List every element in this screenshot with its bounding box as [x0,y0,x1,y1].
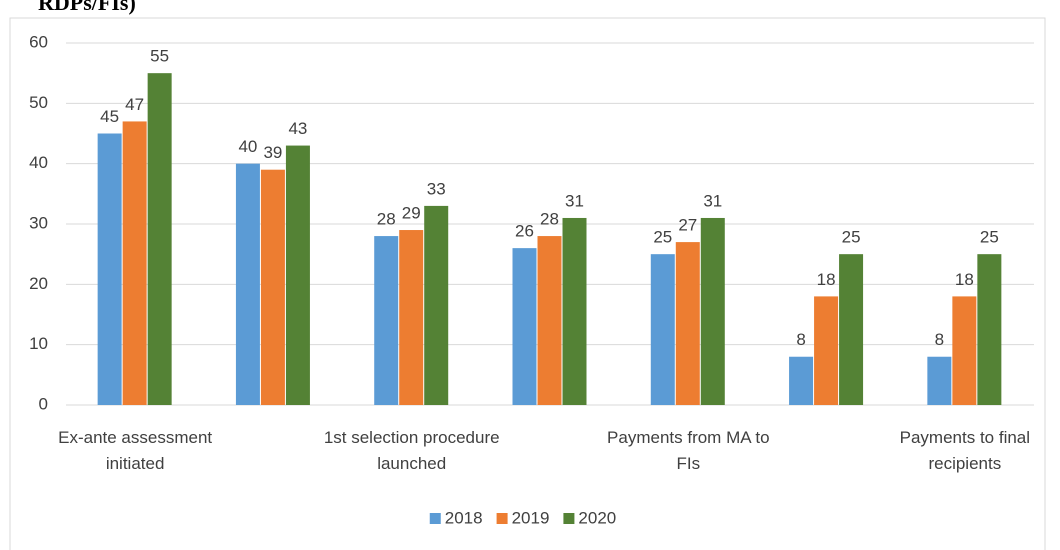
bar [374,236,399,405]
bar [839,254,864,405]
value-label: 29 [402,204,421,223]
chart-title: RDPs/FIs) [38,0,136,15]
y-tick-label: 20 [29,274,48,293]
value-label: 28 [377,210,396,229]
bar [927,356,952,405]
bar [235,163,260,405]
bar [537,236,562,405]
bar [789,356,814,405]
value-label: 31 [703,191,722,210]
bar [512,248,537,405]
bar [147,73,172,406]
bar [97,133,122,405]
legend-label: 2020 [578,508,616,527]
bar [260,169,285,405]
bar [650,254,675,405]
value-label: 33 [427,179,446,198]
y-tick-label: 50 [29,93,48,112]
value-label: 31 [565,191,584,210]
bar [952,296,977,405]
bar [122,121,147,405]
legend-label: 2019 [512,508,550,527]
value-label: 40 [238,137,257,156]
y-tick-label: 10 [29,334,48,353]
bar [675,242,700,405]
bar [700,217,725,405]
legend-swatch [563,513,575,524]
bar [424,205,449,405]
y-tick-label: 40 [29,153,48,172]
value-label: 43 [288,119,307,138]
value-label: 27 [678,216,697,235]
value-label: 45 [100,107,119,126]
value-label: 28 [540,210,559,229]
bar [977,254,1002,405]
bar [814,296,839,405]
value-label: 18 [817,270,836,289]
value-label: 18 [955,270,974,289]
legend-label: 2018 [445,508,483,527]
y-tick-label: 0 [39,394,48,413]
legend-swatch [496,513,508,524]
bar [285,145,310,406]
value-label: 26 [515,222,534,241]
value-label: 8 [796,330,805,349]
value-label: 8 [935,330,944,349]
y-tick-label: 30 [29,213,48,232]
value-label: 25 [842,228,861,247]
x-tick-label: 1st selection procedure launched [323,428,500,473]
x-tick-label: Payments to final recipients [899,428,1031,473]
value-label: 25 [653,228,672,247]
x-tick-label: Ex-ante assessment initiated [58,428,213,473]
legend-swatch [429,513,441,524]
value-label: 55 [150,47,169,66]
value-label: 39 [263,143,282,162]
y-tick-label: 60 [29,32,48,51]
value-label: 25 [980,228,999,247]
value-label: 47 [125,95,144,114]
x-tick-label: Payments from MA to FIs [607,428,770,473]
bar [562,217,587,405]
chart-frame [9,17,1046,550]
bar [399,230,424,405]
